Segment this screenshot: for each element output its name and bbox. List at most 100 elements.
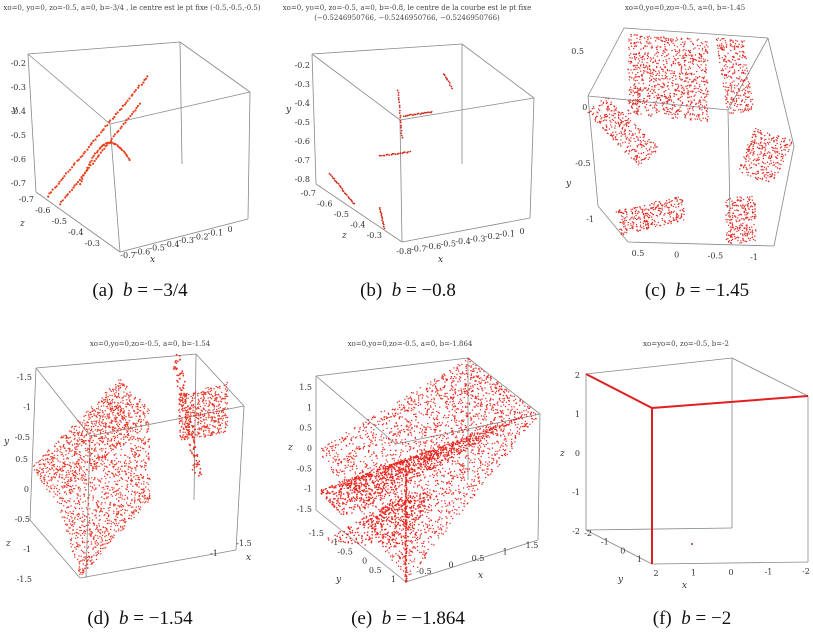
- c-pts-point: [763, 142, 765, 144]
- a-pts-point: [128, 158, 131, 162]
- c-pts-point: [643, 213, 645, 215]
- d-pts-point: [94, 449, 96, 451]
- c-pts-point: [633, 111, 635, 114]
- c-pts-point: [692, 58, 695, 60]
- c-pts-point: [747, 148, 749, 151]
- c-pts-point: [701, 113, 704, 116]
- d-pts-point: [126, 436, 129, 439]
- c-pts-point: [646, 62, 648, 64]
- d-pts-point: [118, 382, 121, 384]
- d-pts-point: [57, 440, 59, 442]
- c-pts-point: [651, 151, 653, 153]
- c-pts-point: [684, 52, 687, 54]
- d-pts-point: [93, 479, 95, 481]
- c-pts-point: [628, 139, 631, 142]
- d-pts-point: [56, 458, 58, 460]
- d-pts-point: [215, 391, 217, 393]
- d-pts-point: [65, 454, 67, 456]
- d-pts-point: [146, 410, 148, 412]
- c-pts-point: [652, 90, 655, 92]
- c-pts-point: [630, 140, 632, 142]
- b-pts-point: [446, 78, 448, 81]
- c-pts-point: [747, 84, 750, 86]
- d-pts-point: [121, 514, 123, 516]
- c-pts-point: [634, 83, 636, 85]
- c-pts-point: [718, 45, 720, 47]
- c-pts-point: [647, 225, 650, 227]
- d-pts-point: [36, 469, 39, 471]
- c-pts-point: [647, 89, 649, 91]
- c-pts-point: [624, 220, 626, 222]
- c-pts-point: [674, 88, 676, 91]
- d-pts-point: [140, 425, 142, 428]
- c-pts-point: [642, 79, 644, 81]
- c-pts-point: [723, 48, 725, 51]
- d-pts-point: [118, 522, 120, 524]
- d-pts-point: [113, 505, 115, 507]
- c-pts-point: [659, 201, 661, 203]
- c-pts-point: [612, 134, 615, 136]
- d-pts-point: [69, 447, 71, 450]
- d-pts-point: [89, 455, 92, 457]
- d-pts-point: [65, 501, 68, 504]
- d-pts-point: [131, 450, 133, 453]
- c-pts-point: [679, 106, 681, 108]
- a-pts-point: [100, 131, 103, 134]
- c-pts-point: [653, 78, 655, 80]
- c-pts-point: [657, 45, 659, 47]
- c-pts-point: [734, 238, 736, 240]
- c-pts-point: [776, 161, 779, 164]
- d-pts-point: [53, 487, 55, 490]
- c-pts-point: [733, 48, 736, 51]
- d-pts-point: [123, 417, 126, 420]
- d-pts-point: [122, 505, 125, 507]
- c-pts-point: [765, 167, 767, 169]
- d-pts-point: [133, 502, 136, 504]
- c-pts-point: [647, 150, 649, 152]
- d-pts-point: [84, 532, 86, 534]
- c-pts-point: [754, 176, 757, 179]
- d-pts-point: [78, 561, 80, 563]
- c-pts-point: [729, 231, 732, 233]
- c-pts-point: [733, 45, 736, 47]
- d-pts-point: [139, 416, 141, 418]
- c-pts-point: [653, 85, 656, 87]
- c-pts-point: [704, 80, 706, 83]
- d-pts-point: [77, 495, 79, 497]
- c-pts-point: [599, 109, 601, 112]
- a-pts-point: [103, 147, 106, 150]
- d-pts-point: [115, 431, 118, 434]
- c-pts-point: [646, 36, 648, 38]
- d-pts-point: [122, 384, 125, 386]
- c-pts-point: [744, 73, 746, 75]
- d-pts-point: [139, 406, 142, 409]
- c-pts-point: [610, 134, 613, 136]
- c-pts-point: [645, 223, 647, 225]
- d-pts-point: [46, 482, 49, 485]
- d-pts-point: [93, 561, 95, 563]
- d-pts-point: [70, 505, 72, 507]
- c-pts-point: [680, 104, 682, 106]
- d-pts-point: [113, 454, 116, 456]
- c-pts-point: [717, 37, 719, 40]
- d-pts-point: [121, 508, 124, 511]
- a-pts-point: [49, 191, 53, 194]
- c-pts-point: [743, 240, 745, 242]
- c-pts-point: [624, 209, 626, 211]
- d-pts-point: [116, 423, 118, 426]
- c-pts-point: [612, 131, 614, 134]
- c-pts-point: [669, 95, 672, 98]
- c-pts-point: [764, 134, 766, 137]
- d-pts-point: [61, 485, 63, 488]
- c-pts-point: [743, 88, 745, 91]
- d-pts-point: [217, 412, 219, 415]
- c-pts-point: [650, 70, 652, 72]
- d-pts-point: [137, 420, 140, 423]
- d-pts-point: [117, 409, 119, 411]
- c-pts-point: [699, 45, 701, 47]
- c-pts-point: [741, 205, 743, 208]
- c-pts-point: [763, 139, 766, 141]
- d-pts-point: [192, 400, 194, 402]
- c-pts-point: [604, 114, 606, 117]
- b-pts-point: [413, 113, 416, 116]
